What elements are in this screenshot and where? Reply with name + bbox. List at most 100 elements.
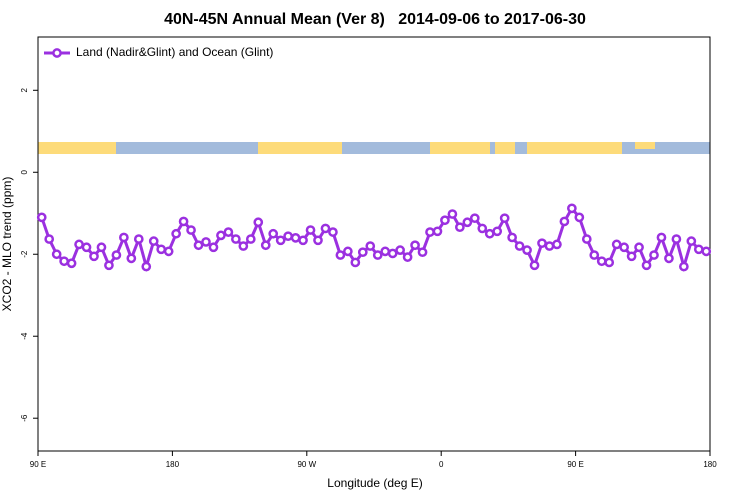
point bbox=[305, 225, 316, 235]
point bbox=[634, 242, 644, 253]
point bbox=[350, 257, 361, 268]
point bbox=[447, 209, 458, 219]
point bbox=[514, 241, 525, 251]
point bbox=[395, 245, 405, 255]
point bbox=[492, 226, 503, 237]
point bbox=[44, 234, 55, 244]
point bbox=[649, 250, 659, 260]
y-tick-label: -6 bbox=[20, 414, 29, 422]
point bbox=[223, 227, 234, 237]
point bbox=[417, 247, 428, 258]
point bbox=[133, 234, 144, 244]
point bbox=[89, 251, 99, 262]
point bbox=[328, 227, 338, 237]
point bbox=[357, 247, 368, 258]
point bbox=[552, 239, 562, 250]
legend-label: Land (Nadir&Glint) and Ocean (Glint) bbox=[76, 45, 273, 59]
x-tick-label: 90 E bbox=[30, 460, 46, 469]
point bbox=[148, 236, 159, 246]
point bbox=[604, 257, 615, 268]
point bbox=[507, 232, 517, 243]
x-tick-label: 180 bbox=[703, 460, 717, 469]
point bbox=[693, 244, 704, 255]
point bbox=[425, 227, 435, 237]
point bbox=[387, 248, 398, 259]
point bbox=[231, 234, 241, 244]
point bbox=[455, 222, 465, 233]
point bbox=[537, 238, 547, 249]
point bbox=[186, 225, 196, 235]
point bbox=[402, 252, 413, 262]
plot-frame bbox=[37, 36, 711, 452]
point bbox=[253, 217, 264, 228]
point bbox=[260, 240, 271, 251]
legend-marker bbox=[52, 48, 62, 58]
point bbox=[626, 251, 637, 262]
point bbox=[66, 258, 77, 269]
point bbox=[477, 223, 488, 234]
point bbox=[238, 241, 249, 251]
point bbox=[574, 212, 585, 223]
point bbox=[462, 217, 473, 228]
x-axis-label: Longitude (deg E) bbox=[327, 476, 422, 490]
point bbox=[499, 213, 510, 224]
point bbox=[529, 260, 540, 271]
chart-title: 40N-45N Annual Mean (Ver 8) 2014-09-06 t… bbox=[164, 11, 586, 28]
point bbox=[126, 253, 137, 264]
land-ocean-band bbox=[38, 142, 710, 154]
point bbox=[59, 256, 69, 267]
point bbox=[596, 256, 607, 267]
point bbox=[51, 249, 62, 260]
y-axis-label: XCO2 - MLO trend (ppm) bbox=[0, 177, 14, 312]
point bbox=[268, 228, 279, 239]
point bbox=[320, 223, 331, 234]
point bbox=[671, 234, 682, 244]
point bbox=[484, 228, 495, 239]
point bbox=[178, 216, 189, 227]
point bbox=[283, 231, 293, 242]
point bbox=[111, 250, 122, 260]
point bbox=[335, 250, 346, 260]
y-tick-label: -2 bbox=[20, 250, 29, 258]
y-tick-label: 0 bbox=[20, 169, 29, 174]
point bbox=[432, 226, 443, 237]
point bbox=[313, 235, 323, 246]
x-tick-label: 90 W bbox=[297, 460, 316, 469]
point bbox=[36, 212, 47, 223]
point bbox=[201, 237, 211, 247]
point bbox=[290, 233, 301, 243]
point bbox=[193, 240, 204, 251]
point bbox=[81, 242, 92, 253]
x-tick-label: 90 E bbox=[567, 460, 583, 469]
point bbox=[656, 232, 667, 243]
point bbox=[343, 246, 353, 257]
point bbox=[216, 230, 226, 241]
point bbox=[245, 234, 256, 244]
point bbox=[275, 235, 286, 246]
point bbox=[171, 228, 181, 239]
point bbox=[611, 239, 622, 250]
point bbox=[619, 242, 629, 253]
point bbox=[298, 235, 308, 246]
y-tick-label: -4 bbox=[20, 332, 29, 340]
point bbox=[141, 261, 152, 272]
point bbox=[119, 232, 129, 243]
point bbox=[156, 244, 167, 255]
point bbox=[679, 261, 689, 272]
point bbox=[440, 215, 450, 226]
point bbox=[104, 260, 114, 271]
point bbox=[380, 246, 391, 257]
point bbox=[163, 246, 174, 257]
point bbox=[567, 203, 577, 214]
point bbox=[522, 245, 532, 255]
point bbox=[664, 253, 674, 264]
point bbox=[581, 234, 592, 244]
point bbox=[686, 236, 697, 246]
x-tick-label: 180 bbox=[166, 460, 180, 469]
point bbox=[469, 213, 480, 224]
point bbox=[365, 241, 376, 251]
y-tick-label: 2 bbox=[20, 88, 29, 93]
point bbox=[372, 250, 383, 260]
point bbox=[544, 241, 555, 251]
